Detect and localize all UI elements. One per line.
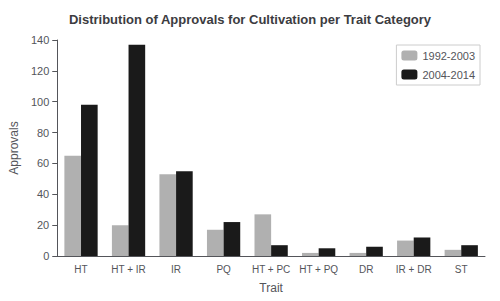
svg-text:2004-2014: 2004-2014: [422, 69, 475, 81]
svg-text:140: 140: [31, 34, 49, 46]
svg-text:100: 100: [31, 96, 49, 108]
svg-text:1992-2003: 1992-2003: [422, 50, 475, 62]
svg-text:HT + IR: HT + IR: [111, 264, 146, 275]
svg-text:Trait: Trait: [259, 281, 283, 295]
svg-text:ST: ST: [455, 264, 468, 275]
svg-text:60: 60: [37, 157, 49, 169]
svg-text:HT: HT: [74, 264, 87, 275]
svg-text:40: 40: [37, 188, 49, 200]
svg-text:80: 80: [37, 127, 49, 139]
svg-text:HT + PC: HT + PC: [252, 264, 290, 275]
svg-text:PQ: PQ: [216, 264, 231, 275]
svg-text:0: 0: [43, 250, 49, 262]
svg-text:120: 120: [31, 65, 49, 77]
svg-text:DR: DR: [359, 264, 373, 275]
svg-text:Approvals: Approvals: [7, 121, 21, 174]
svg-text:IR: IR: [171, 264, 181, 275]
svg-text:20: 20: [37, 219, 49, 231]
svg-text:IR + DR: IR + DR: [396, 264, 432, 275]
svg-text:Distribution of Approvals for: Distribution of Approvals for Cultivatio…: [69, 12, 432, 27]
svg-text:HT + PQ: HT + PQ: [299, 264, 338, 275]
